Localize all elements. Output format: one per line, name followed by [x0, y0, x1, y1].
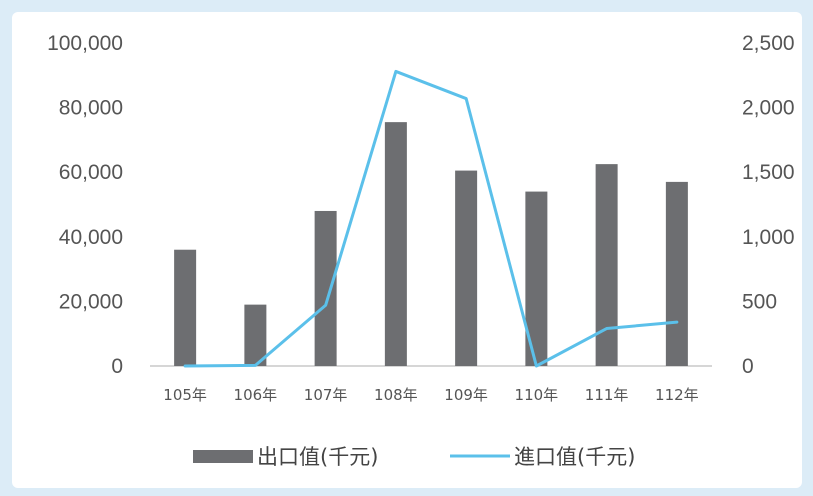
bar	[384, 122, 407, 366]
y-right-tick-label: 2,500	[742, 32, 795, 55]
y-right-tick-label: 1,000	[742, 226, 795, 249]
y-left-tick-label: 100,000	[47, 32, 123, 55]
legend-line-label: 進口值(千元)	[514, 445, 635, 469]
x-tick-label: 112年	[655, 386, 699, 404]
y-right-tick-label: 500	[742, 290, 777, 313]
y-right-tick-label: 0	[742, 355, 754, 378]
legend-bar-swatch	[193, 450, 253, 463]
y-left-tick-label: 40,000	[59, 226, 123, 249]
x-tick-label: 109年	[444, 386, 488, 404]
bar	[525, 191, 548, 366]
y-right-tick-label: 2,000	[742, 97, 795, 120]
legend-bar-label: 出口值(千元)	[257, 445, 378, 469]
bar	[244, 304, 267, 366]
y-left-tick-label: 60,000	[59, 161, 123, 184]
y-right-tick-label: 1,500	[742, 161, 795, 184]
x-tick-label: 107年	[304, 386, 348, 404]
x-tick-label: 106年	[234, 386, 278, 404]
bar	[595, 164, 618, 366]
x-tick-label: 110年	[515, 386, 559, 404]
y-left-tick-label: 20,000	[59, 290, 123, 313]
bar	[455, 170, 478, 366]
bar	[314, 210, 337, 366]
y-left-tick-label: 0	[111, 355, 123, 378]
x-tick-label: 111年	[585, 386, 629, 404]
bar	[174, 249, 197, 366]
bar	[665, 181, 688, 366]
y-left-tick-label: 80,000	[59, 97, 123, 120]
x-tick-label: 108年	[374, 386, 418, 404]
x-tick-label: 105年	[163, 386, 207, 404]
line-series	[183, 69, 679, 368]
